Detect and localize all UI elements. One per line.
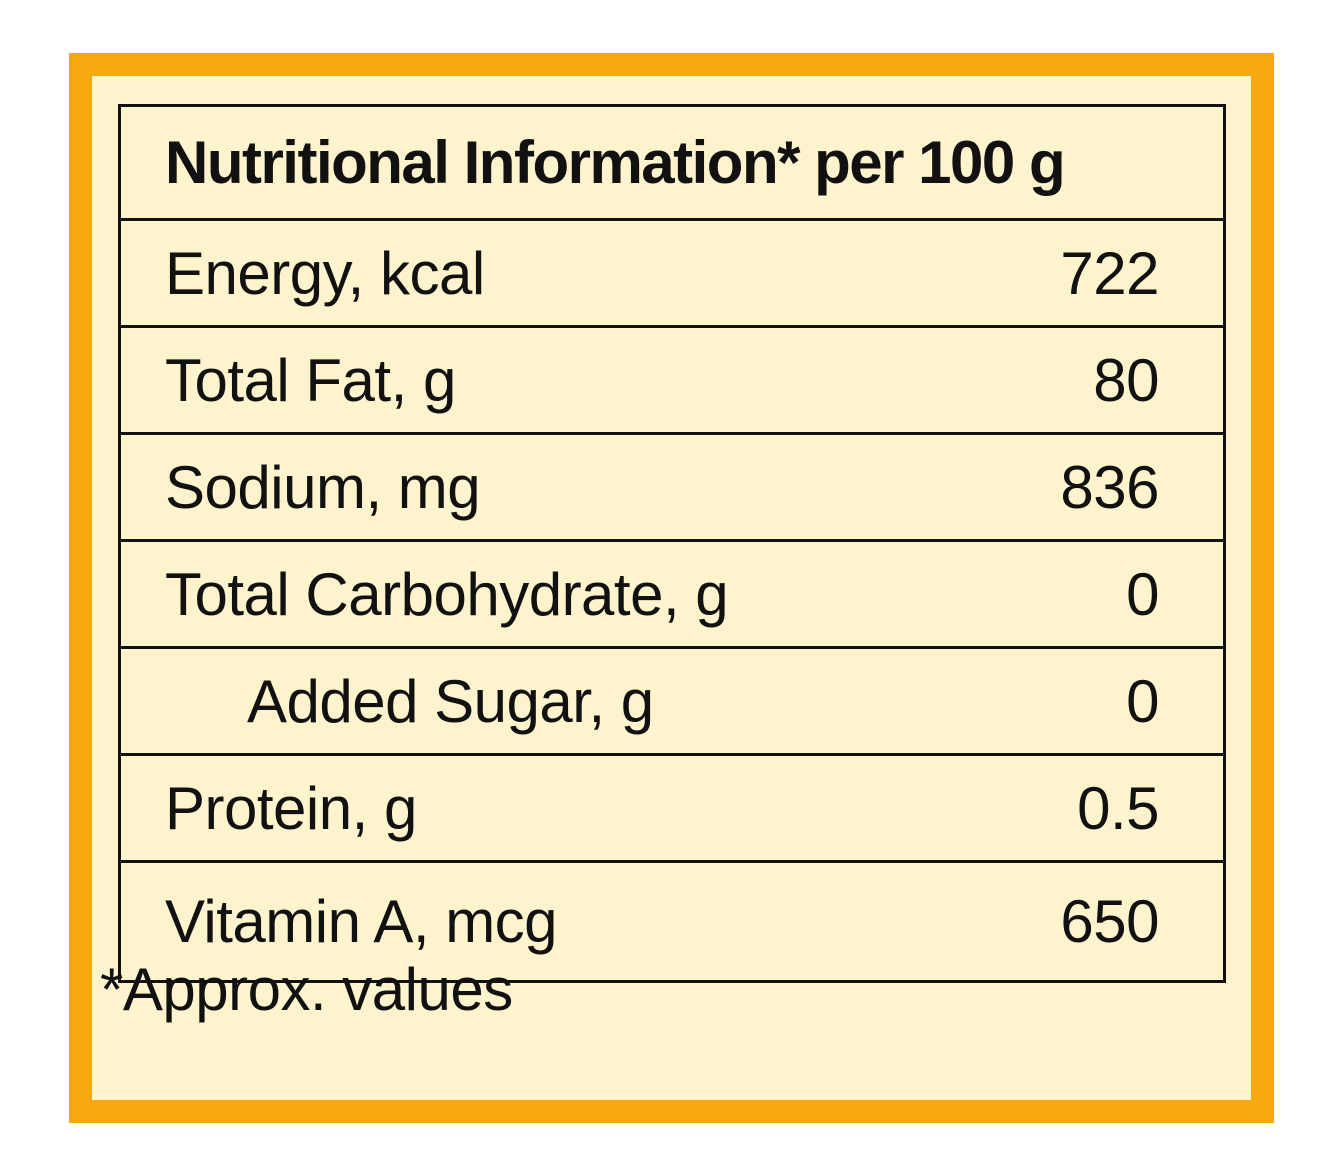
footnote: *Approx. values	[100, 956, 513, 1023]
row-label: Total Carbohydrate, g	[165, 560, 729, 628]
row-value: 0.5	[1077, 774, 1159, 842]
table-row-vitamin-a: Vitamin A, mcg 650	[121, 863, 1223, 980]
row-label: Energy, kcal	[165, 239, 485, 307]
nutrition-label-panel: Nutritional Information* per 100 g Energ…	[69, 53, 1274, 1123]
row-value: 836	[1060, 453, 1159, 521]
nutrition-table: Nutritional Information* per 100 g Energ…	[118, 104, 1226, 983]
row-label: Protein, g	[165, 774, 417, 842]
row-label: Vitamin A, mcg	[165, 888, 558, 955]
table-row-total-carbohydrate: Total Carbohydrate, g 0	[121, 542, 1223, 649]
row-value: 650	[1060, 888, 1159, 955]
row-value: 80	[1093, 346, 1159, 414]
row-label: Added Sugar, g	[247, 667, 654, 735]
table-row-sodium: Sodium, mg 836	[121, 435, 1223, 542]
table-row-total-fat: Total Fat, g 80	[121, 328, 1223, 435]
table-title: Nutritional Information* per 100 g	[121, 107, 1223, 221]
row-value: 0	[1126, 560, 1159, 628]
row-label: Total Fat, g	[165, 346, 456, 414]
row-value: 722	[1060, 239, 1159, 307]
table-row-protein: Protein, g 0.5	[121, 756, 1223, 863]
table-row-added-sugar: Added Sugar, g 0	[121, 649, 1223, 756]
row-value: 0	[1126, 667, 1159, 735]
row-label: Sodium, mg	[165, 453, 481, 521]
table-row-energy: Energy, kcal 722	[121, 221, 1223, 328]
